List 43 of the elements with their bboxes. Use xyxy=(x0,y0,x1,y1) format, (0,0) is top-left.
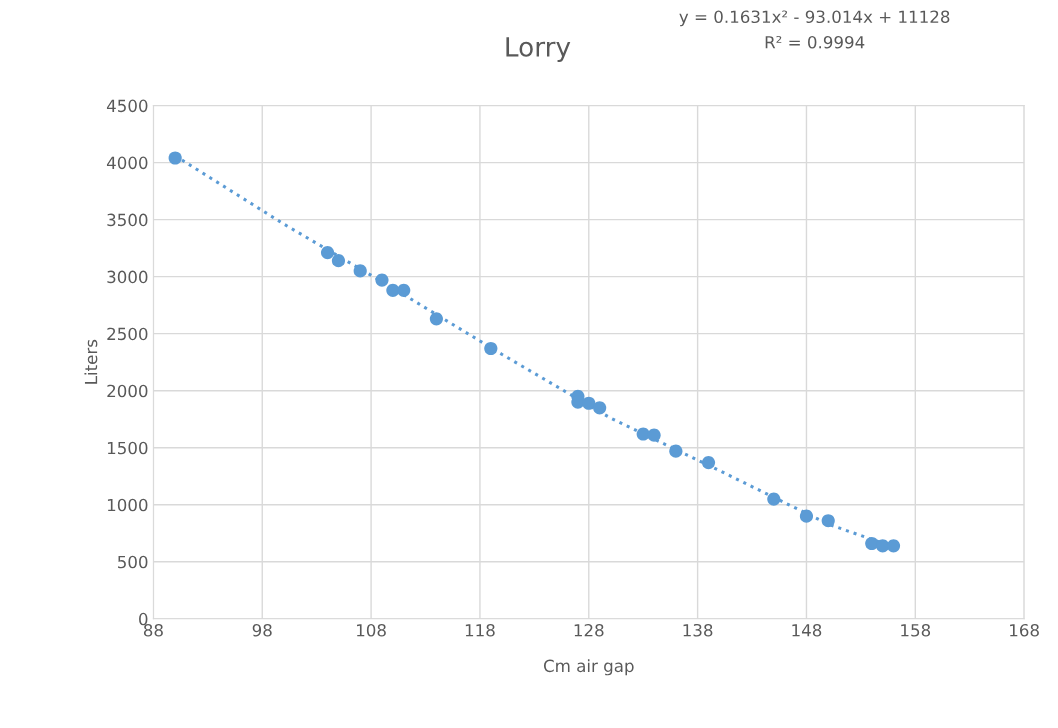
point xyxy=(331,254,346,268)
y-tick-label: 0 xyxy=(139,612,148,626)
chart-title: Lorry xyxy=(506,37,571,62)
y-axis-title: Liters xyxy=(84,339,98,384)
x-tick-label: 138 xyxy=(683,623,713,637)
x-tick-label: 118 xyxy=(465,623,495,637)
point xyxy=(886,539,901,553)
point xyxy=(821,514,835,528)
x-axis-title: Cm air gap xyxy=(543,659,634,676)
point xyxy=(647,428,661,442)
x-tick-label: 98 xyxy=(252,623,272,637)
x-tick-label: 158 xyxy=(901,623,931,637)
point xyxy=(636,427,650,441)
point xyxy=(669,444,683,458)
x-tick-label: 168 xyxy=(1010,623,1039,637)
point xyxy=(767,492,781,506)
y-tick-label: 2500 xyxy=(107,327,148,341)
point xyxy=(353,264,367,278)
y-tick-label: 4500 xyxy=(106,99,148,113)
point xyxy=(168,151,182,165)
y-tick-label: 3500 xyxy=(107,213,148,227)
y-tick-label: 1500 xyxy=(107,441,148,455)
point xyxy=(582,396,596,410)
point xyxy=(701,455,716,470)
x-tick-label: 108 xyxy=(357,623,386,637)
x-tick-label: 128 xyxy=(574,623,604,637)
point xyxy=(876,539,890,553)
y-tick-label: 2000 xyxy=(107,384,148,398)
point xyxy=(484,341,498,356)
x-tick-label: 148 xyxy=(792,623,822,637)
y-tick-label: 3000 xyxy=(107,270,148,284)
point xyxy=(593,401,607,415)
point xyxy=(865,536,879,551)
text: y = 0.1631x² - 93.014x + 11128 xyxy=(679,10,950,27)
point xyxy=(397,283,411,297)
point xyxy=(320,246,335,260)
y-tick-label: 4000 xyxy=(106,156,148,170)
point xyxy=(429,312,443,326)
point xyxy=(375,273,389,287)
point xyxy=(799,509,814,523)
text: R² = 0.9994 xyxy=(765,35,865,49)
y-tick-label: 1000 xyxy=(107,498,148,512)
y-tick-label: 500 xyxy=(118,555,148,569)
